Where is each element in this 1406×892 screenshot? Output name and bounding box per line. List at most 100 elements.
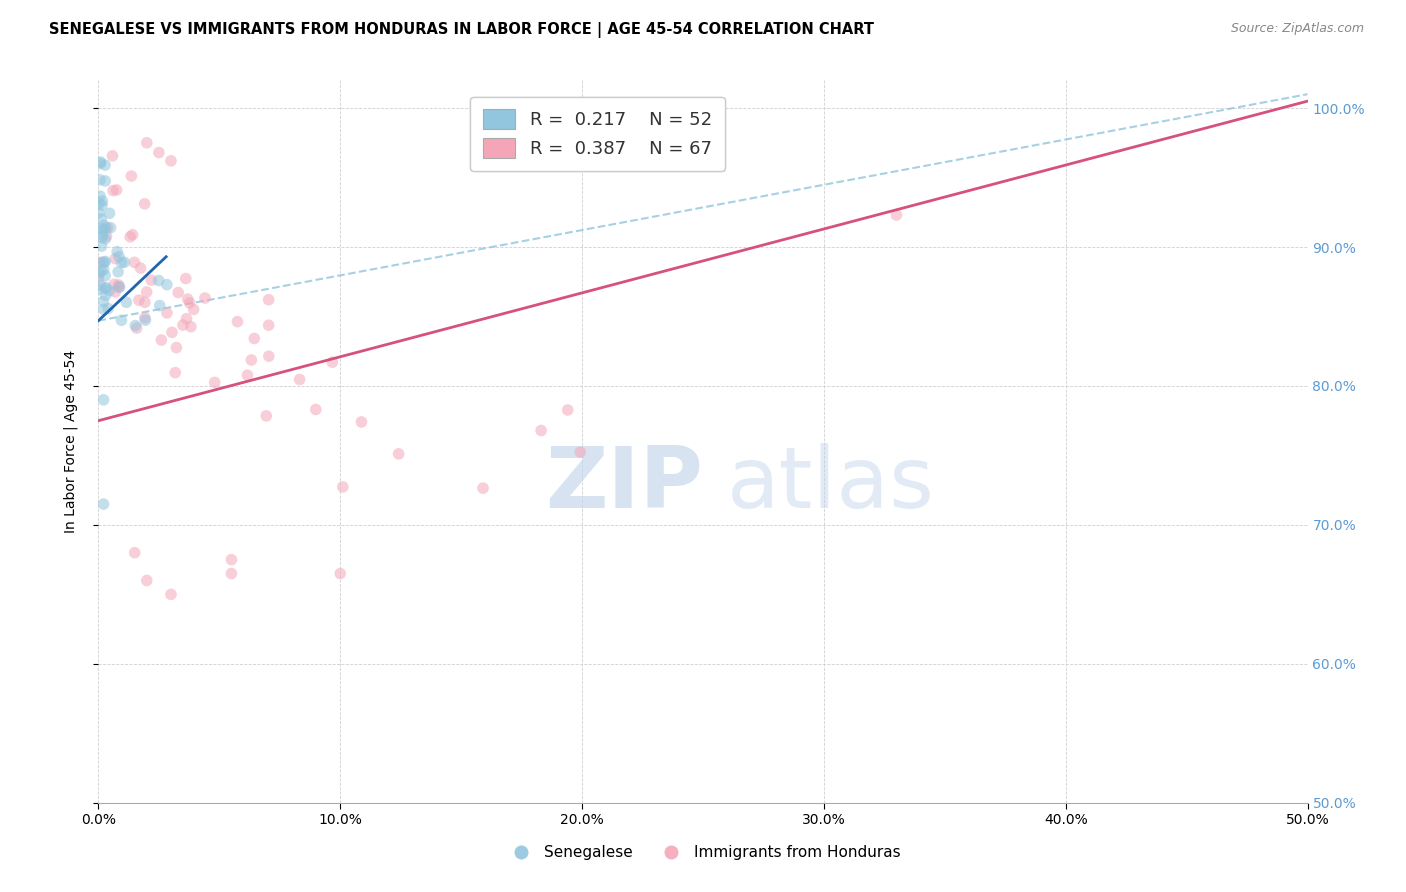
- Point: [141, 273, 163, 287]
- Point: [101, 149, 124, 163]
- Point: [93, 219, 115, 233]
- Point: [121, 227, 143, 242]
- Point: [89, 189, 111, 203]
- Point: [94, 268, 117, 283]
- Point: [89, 255, 111, 269]
- Point: [167, 285, 190, 300]
- Point: [94, 254, 117, 268]
- Point: [148, 145, 170, 160]
- Point: [134, 313, 156, 327]
- Text: atlas: atlas: [727, 443, 935, 526]
- Point: [90, 264, 112, 278]
- Point: [134, 295, 156, 310]
- Point: [97, 301, 120, 316]
- Point: [93, 302, 115, 317]
- Point: [557, 403, 579, 417]
- Point: [89, 156, 111, 170]
- Point: [124, 255, 146, 269]
- Point: [135, 574, 157, 588]
- Point: [254, 409, 277, 423]
- Point: [91, 228, 114, 243]
- Point: [183, 302, 205, 317]
- Point: [321, 355, 343, 369]
- Point: [257, 293, 280, 307]
- Point: [90, 211, 112, 226]
- Point: [257, 349, 280, 363]
- Point: [134, 310, 156, 325]
- Point: [104, 285, 127, 299]
- Point: [115, 295, 138, 310]
- Point: [105, 183, 128, 197]
- Text: SENEGALESE VS IMMIGRANTS FROM HONDURAS IN LABOR FORCE | AGE 45-54 CORRELATION CH: SENEGALESE VS IMMIGRANTS FROM HONDURAS I…: [49, 22, 875, 38]
- Point: [180, 319, 202, 334]
- Point: [100, 220, 122, 235]
- Point: [107, 277, 129, 292]
- Point: [91, 255, 114, 269]
- Point: [108, 280, 131, 294]
- Point: [93, 222, 115, 236]
- Point: [87, 283, 110, 297]
- Point: [94, 282, 117, 296]
- Point: [329, 566, 352, 581]
- Point: [87, 267, 110, 281]
- Point: [179, 296, 201, 310]
- Point: [530, 424, 553, 438]
- Point: [96, 229, 118, 244]
- Point: [472, 481, 495, 495]
- Point: [160, 153, 183, 168]
- Point: [129, 260, 152, 275]
- Point: [93, 392, 115, 407]
- Point: [93, 294, 115, 309]
- Point: [107, 265, 129, 279]
- Point: [103, 277, 125, 292]
- Point: [221, 552, 243, 566]
- Legend: Senegalese, Immigrants from Honduras: Senegalese, Immigrants from Honduras: [499, 839, 907, 866]
- Point: [91, 198, 114, 212]
- Point: [112, 255, 135, 269]
- Point: [89, 278, 111, 293]
- Point: [150, 333, 173, 347]
- Point: [125, 321, 148, 335]
- Point: [165, 366, 187, 380]
- Point: [89, 155, 111, 169]
- Point: [89, 173, 111, 187]
- Point: [94, 280, 117, 294]
- Y-axis label: In Labor Force | Age 45-54: In Labor Force | Age 45-54: [63, 350, 77, 533]
- Point: [104, 252, 127, 266]
- Point: [236, 368, 259, 383]
- Point: [350, 415, 373, 429]
- Point: [93, 255, 115, 269]
- Point: [94, 288, 117, 302]
- Point: [110, 313, 132, 327]
- Point: [124, 546, 146, 560]
- Point: [98, 206, 121, 220]
- Point: [194, 291, 217, 305]
- Point: [110, 255, 132, 269]
- Point: [124, 318, 146, 333]
- Point: [135, 285, 157, 299]
- Point: [87, 271, 110, 285]
- Point: [87, 205, 110, 219]
- Point: [108, 250, 131, 264]
- Point: [156, 306, 179, 320]
- Point: [108, 280, 131, 294]
- Point: [156, 277, 179, 292]
- Point: [93, 262, 115, 277]
- Point: [388, 447, 411, 461]
- Point: [91, 222, 114, 236]
- Point: [221, 566, 243, 581]
- Point: [288, 372, 311, 386]
- Point: [332, 480, 354, 494]
- Point: [305, 402, 328, 417]
- Point: [120, 169, 142, 183]
- Point: [94, 232, 117, 246]
- Point: [94, 221, 117, 235]
- Point: [176, 292, 198, 306]
- Point: [93, 497, 115, 511]
- Point: [101, 184, 124, 198]
- Text: ZIP: ZIP: [546, 443, 703, 526]
- Point: [172, 318, 194, 332]
- Point: [134, 197, 156, 211]
- Point: [176, 311, 198, 326]
- Point: [94, 158, 117, 172]
